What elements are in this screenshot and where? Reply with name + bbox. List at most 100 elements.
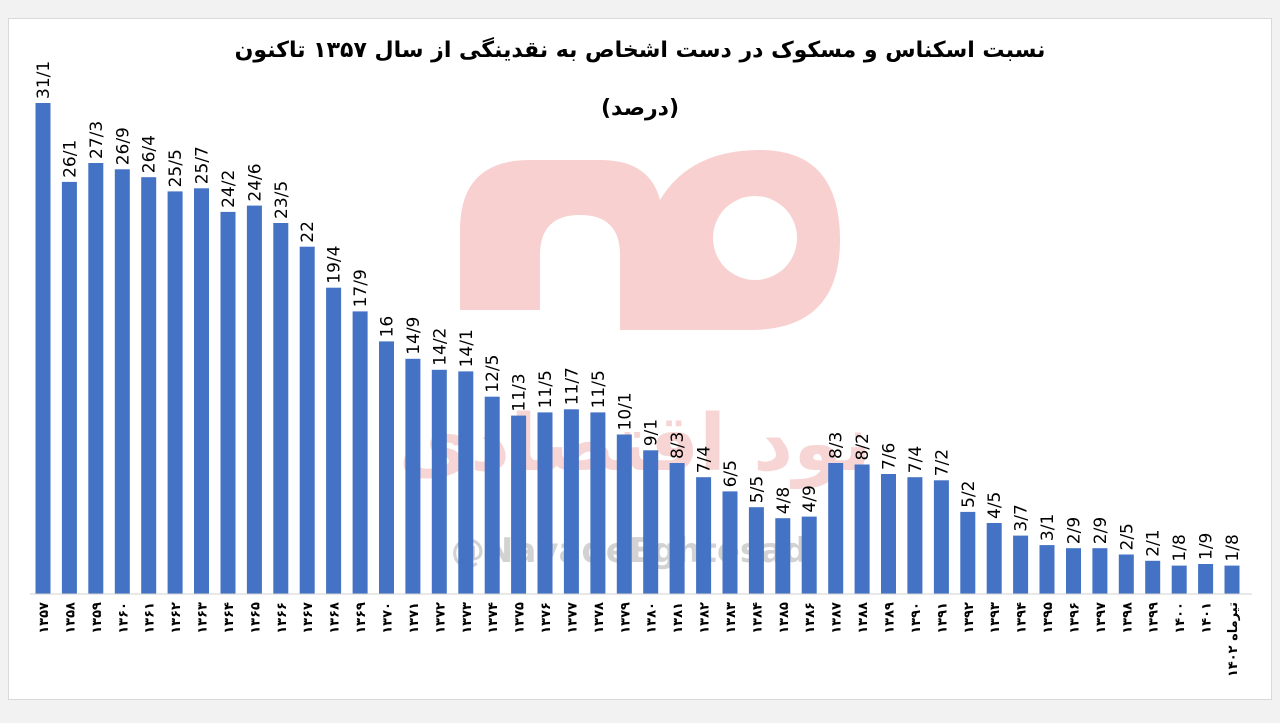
bar xyxy=(1224,565,1240,594)
x-tick-label: ۱۳۷۹ xyxy=(618,602,633,634)
data-label: 1/9 xyxy=(1197,533,1217,560)
x-tick-label: ۱۳۹۶ xyxy=(1068,602,1083,634)
x-tick-label: ۱۳۸۵ xyxy=(777,602,792,634)
x-tick-label: ۱۳۷۵ xyxy=(513,602,528,634)
bar xyxy=(299,246,315,594)
data-label: 22 xyxy=(298,221,318,243)
data-label: 26/1 xyxy=(60,140,80,178)
data-label: 7/6 xyxy=(880,443,900,470)
x-tick-label: ۱۳۷۰ xyxy=(381,602,396,634)
data-label: 10/1 xyxy=(615,392,635,430)
chart-frame xyxy=(8,18,1272,700)
bar xyxy=(933,480,949,594)
bar xyxy=(220,211,236,594)
bar xyxy=(1092,548,1108,594)
data-label: 25/7 xyxy=(193,146,213,184)
x-tick-label: ۱۳۹۷ xyxy=(1094,602,1109,634)
bar xyxy=(35,103,51,594)
data-label: 7/4 xyxy=(906,446,926,473)
data-label: 5/2 xyxy=(959,481,979,508)
bar xyxy=(748,507,764,594)
data-label: 1/8 xyxy=(1223,534,1243,561)
x-tick-label: ۱۳۶۴ xyxy=(222,602,237,634)
data-label: 1/8 xyxy=(1170,534,1190,561)
bar xyxy=(88,163,104,594)
data-label: 2/9 xyxy=(1091,517,1111,544)
bar xyxy=(352,311,368,594)
bar xyxy=(696,477,712,594)
x-tick-label: ۱۴۰۰ xyxy=(1173,602,1188,634)
x-tick-label: ۱۳۷۷ xyxy=(565,602,580,634)
data-label: 12/5 xyxy=(483,355,503,393)
chart-title: نسبت اسکناس و مسکوک در دست اشخاص به نقدی… xyxy=(234,38,1046,63)
data-label: 8/2 xyxy=(853,433,873,460)
bar xyxy=(643,450,659,594)
bar xyxy=(1198,564,1214,594)
data-labels-group: 31/1 26/1 27/3 26/9 26/4 25/5 25/7 24/2 24/6 23/5… xyxy=(34,61,1243,562)
bar xyxy=(458,371,474,594)
bar xyxy=(246,205,262,594)
bar xyxy=(669,463,685,594)
bar xyxy=(379,341,394,594)
x-tick-label: ۱۳۵۹ xyxy=(90,602,105,634)
chart-subtitle: (درصد) xyxy=(600,96,680,121)
data-label: 2/5 xyxy=(1117,523,1137,550)
data-label: 14/2 xyxy=(430,328,450,366)
bar xyxy=(405,358,421,594)
data-label: 14/1 xyxy=(457,329,477,367)
bar xyxy=(801,516,817,594)
x-tick-label: ۱۳۹۲ xyxy=(962,602,977,634)
watermark-logo-shape xyxy=(460,150,840,330)
data-label: 24/6 xyxy=(245,163,265,201)
x-tick-label: ۱۳۷۸ xyxy=(592,602,607,634)
x-tick-label: ۱۳۵۸ xyxy=(63,602,78,634)
data-label: 23/5 xyxy=(272,181,292,219)
x-tick-label: ۱۳۸۷ xyxy=(830,602,845,634)
bar xyxy=(194,188,209,595)
x-tick-label: ۱۳۸۰ xyxy=(645,602,660,634)
data-label: 16 xyxy=(378,316,398,338)
bar xyxy=(484,396,500,594)
x-tick-label: ۱۳۹۰ xyxy=(909,602,924,634)
x-tick-label: ۱۴۰۱ xyxy=(1200,602,1215,634)
data-label: 6/5 xyxy=(721,460,741,487)
x-tick-label: ۱۳۶۷ xyxy=(301,602,316,634)
bar xyxy=(1013,535,1029,594)
bar xyxy=(511,415,527,594)
bar xyxy=(563,409,579,594)
x-tick-label: ۱۳۸۴ xyxy=(750,602,765,634)
x-tick-label: ۱۳۹۸ xyxy=(1120,602,1135,634)
x-tick-label: ۱۳۶۰ xyxy=(116,602,131,634)
x-tick-label: ۱۳۶۶ xyxy=(275,602,290,634)
x-tick-labels-group: ۱۳۵۷ ۱۳۵۸ ۱۳۵۹ ۱۳۶۰ ۱۳۶۱ ۱۳۶۲ ۱۳۶۳ ۱۳۶۴ ۱۳۶۵ ۱۳۶۶… xyxy=(37,602,1241,677)
x-tick-label: تیرماه ۱۴۰۲ xyxy=(1226,602,1241,677)
bar xyxy=(431,369,447,594)
bar xyxy=(960,511,976,594)
data-label: 3/1 xyxy=(1038,514,1058,541)
x-tick-label: ۱۳۷۳ xyxy=(460,602,475,634)
bar xyxy=(273,223,289,594)
x-tick-label: ۱۳۹۴ xyxy=(1015,602,1030,634)
data-label: 11/5 xyxy=(589,370,609,408)
bar xyxy=(1145,560,1161,594)
data-label: 8/3 xyxy=(827,432,847,459)
bar xyxy=(141,177,157,594)
bar xyxy=(590,412,606,594)
bar xyxy=(326,287,342,594)
bar xyxy=(167,191,183,594)
watermark-logo-dot xyxy=(713,196,797,280)
x-tick-label: ۱۳۸۳ xyxy=(724,602,739,634)
x-tick-label: ۱۳۸۱ xyxy=(671,602,686,634)
bar xyxy=(986,523,1002,594)
data-label: 17/9 xyxy=(351,269,371,307)
data-label: 2/1 xyxy=(1144,529,1164,556)
bar xyxy=(828,463,844,594)
bar xyxy=(722,491,738,594)
x-tick-label: ۱۳۹۱ xyxy=(935,602,950,634)
bar xyxy=(1118,554,1134,594)
x-tick-label: ۱۳۸۸ xyxy=(856,602,871,634)
x-tick-label: ۱۳۶۹ xyxy=(354,602,369,634)
x-tick-label: ۱۳۷۶ xyxy=(539,602,554,634)
bar xyxy=(854,464,870,594)
data-label: 4/9 xyxy=(800,485,820,512)
